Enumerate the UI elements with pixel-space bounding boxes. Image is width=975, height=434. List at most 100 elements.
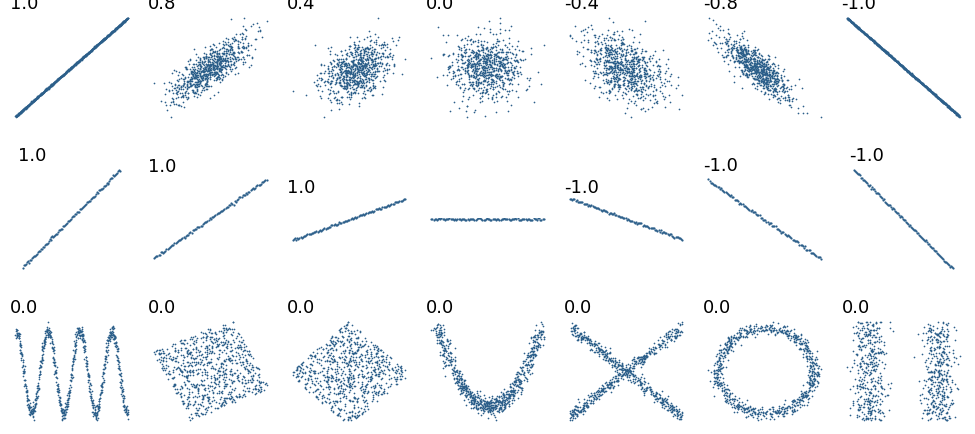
Point [336, 61, 352, 68]
Point [207, 374, 222, 381]
Point [510, 375, 526, 382]
Point [11, 330, 26, 337]
Point [87, 409, 102, 416]
Point [501, 402, 517, 409]
Point [13, 337, 28, 344]
Point [208, 366, 223, 373]
Point [40, 85, 56, 92]
Point [244, 362, 259, 369]
Point [31, 92, 47, 99]
Point [455, 383, 471, 390]
Point [351, 68, 367, 75]
Point [30, 379, 46, 386]
Point [813, 113, 829, 120]
Point [497, 404, 513, 411]
Point [566, 328, 582, 335]
Point [763, 322, 779, 329]
Point [860, 414, 876, 421]
Point [104, 324, 120, 331]
Point [859, 397, 875, 404]
Point [69, 324, 85, 331]
Point [671, 82, 686, 89]
Point [919, 85, 935, 92]
Point [75, 333, 91, 340]
Point [319, 77, 334, 84]
Point [102, 176, 118, 183]
Point [115, 19, 131, 26]
Point [637, 354, 652, 361]
Point [591, 392, 606, 399]
Point [874, 337, 889, 344]
Point [802, 376, 818, 383]
Point [489, 35, 505, 42]
Point [173, 386, 188, 393]
Point [237, 26, 253, 33]
Point [655, 400, 671, 407]
Point [463, 49, 479, 56]
Point [72, 57, 88, 64]
Point [236, 341, 252, 348]
Point [859, 378, 875, 385]
Point [941, 103, 956, 110]
Point [664, 70, 680, 77]
Point [913, 400, 928, 407]
Point [474, 64, 489, 71]
Point [343, 66, 359, 73]
Point [483, 26, 498, 33]
Point [855, 334, 871, 341]
Point [58, 414, 73, 421]
Point [621, 367, 637, 374]
Point [757, 59, 772, 66]
Point [48, 368, 63, 375]
Point [518, 216, 533, 223]
Point [75, 53, 91, 60]
Point [379, 362, 395, 369]
Point [228, 360, 244, 367]
Point [211, 68, 226, 75]
Point [483, 71, 498, 78]
Point [92, 404, 107, 411]
Point [495, 391, 511, 398]
Point [777, 396, 793, 403]
Point [305, 230, 321, 237]
Point [457, 47, 473, 54]
Point [448, 216, 463, 223]
Point [615, 35, 631, 42]
Point [722, 395, 738, 402]
Point [366, 353, 381, 360]
Point [93, 38, 108, 45]
Point [372, 376, 388, 383]
Point [732, 332, 748, 339]
Point [182, 417, 198, 424]
Point [13, 346, 28, 353]
Point [385, 51, 401, 58]
Point [781, 97, 797, 104]
Point [347, 76, 363, 83]
Point [340, 327, 356, 334]
Point [920, 369, 936, 376]
Point [916, 81, 931, 88]
Point [504, 80, 520, 87]
Point [431, 329, 447, 335]
Point [325, 359, 340, 366]
Point [790, 335, 805, 342]
Point [491, 82, 507, 89]
Point [739, 72, 755, 79]
Point [39, 328, 55, 335]
Point [57, 70, 72, 77]
Point [877, 47, 892, 54]
Point [673, 331, 688, 338]
Point [185, 73, 201, 80]
Point [36, 88, 52, 95]
Point [335, 76, 351, 83]
Text: 0.0: 0.0 [426, 299, 454, 317]
Point [218, 41, 234, 48]
Point [385, 38, 401, 45]
Point [631, 56, 646, 62]
Point [645, 225, 661, 232]
Point [633, 358, 648, 365]
Point [720, 47, 735, 54]
Point [101, 30, 117, 37]
Point [740, 55, 756, 62]
Point [468, 30, 484, 37]
